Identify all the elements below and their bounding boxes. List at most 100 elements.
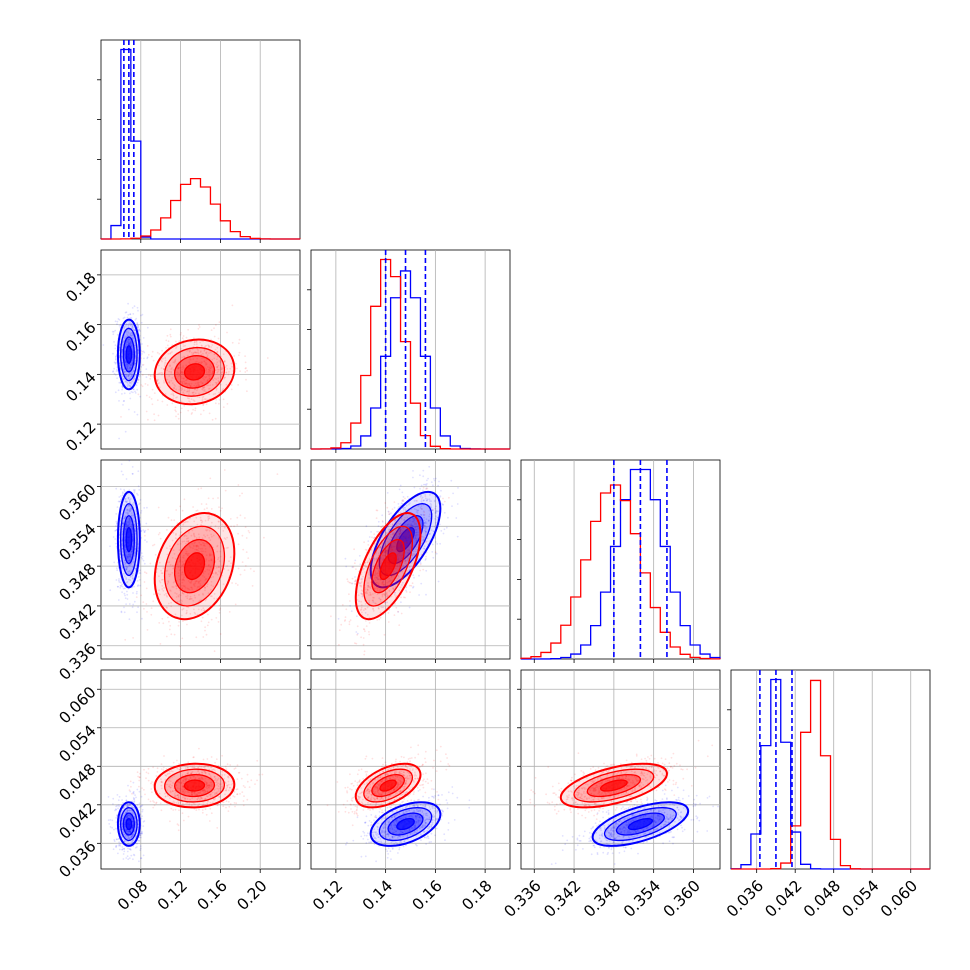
- scatter-point: [386, 591, 388, 594]
- histogram-step: [520, 468, 721, 660]
- scatter-point: [442, 503, 445, 506]
- scatter-point: [129, 559, 132, 562]
- scatter-point: [168, 628, 171, 631]
- scatter-point: [127, 842, 129, 845]
- scatter-point: [429, 502, 432, 505]
- scatter-point: [181, 600, 184, 602]
- scatter-point: [158, 532, 161, 534]
- scatter-point: [114, 809, 116, 812]
- scatter-point: [193, 533, 195, 536]
- scatter-point: [131, 380, 133, 383]
- scatter-point: [203, 350, 206, 352]
- scatter-point: [381, 582, 384, 584]
- scatter-point: [218, 520, 220, 523]
- scatter-point: [202, 409, 205, 412]
- scatter-point: [129, 498, 132, 500]
- scatter-point: [127, 325, 130, 327]
- scatter-point: [398, 560, 401, 563]
- scatter-point: [112, 536, 115, 538]
- scatter-point: [133, 585, 135, 588]
- scatter-point: [164, 361, 167, 364]
- scatter-point: [204, 578, 207, 580]
- scatter-point: [396, 544, 399, 547]
- scatter-point: [128, 813, 131, 816]
- scatter-point: [439, 542, 441, 545]
- scatter-point: [447, 516, 449, 519]
- scatter-point: [160, 371, 163, 374]
- scatter-point: [166, 344, 169, 347]
- scatter-point: [378, 607, 380, 610]
- scatter-point: [138, 806, 141, 808]
- scatter-point: [377, 570, 380, 572]
- scatter-point: [425, 487, 428, 490]
- scatter-point: [134, 360, 137, 362]
- scatter-point: [185, 535, 188, 537]
- scatter-point: [114, 344, 117, 347]
- scatter-point: [129, 510, 131, 512]
- scatter-point: [178, 569, 181, 572]
- scatter-point: [132, 791, 135, 793]
- scatter-point: [196, 348, 199, 350]
- scatter-point: [125, 381, 128, 384]
- scatter-point: [374, 571, 377, 574]
- scatter-point: [181, 571, 184, 573]
- scatter-point: [422, 510, 425, 513]
- scatter-point: [356, 625, 359, 628]
- scatter-point: [376, 578, 379, 581]
- scatter-point: [203, 398, 206, 400]
- scatter-point: [403, 519, 405, 521]
- scatter-point: [138, 860, 140, 863]
- scatter-point: [134, 530, 137, 533]
- scatter-point: [137, 606, 140, 609]
- scatter-point: [375, 566, 378, 569]
- scatter-point: [126, 331, 129, 334]
- scatter-point: [415, 550, 417, 553]
- scatter-point: [121, 364, 124, 367]
- scatter-point: [208, 412, 211, 415]
- scatter-point: [181, 382, 184, 384]
- scatter-point: [415, 531, 417, 534]
- scatter-point: [129, 385, 132, 388]
- scatter-point: [415, 539, 418, 542]
- scatter-point: [231, 341, 234, 344]
- scatter-point: [139, 370, 142, 373]
- scatter-point: [139, 849, 142, 851]
- scatter-point: [392, 587, 395, 590]
- scatter-point: [134, 362, 136, 365]
- scatter-point: [124, 528, 126, 531]
- scatter-point: [113, 840, 116, 843]
- scatter-point: [345, 608, 348, 611]
- scatter-point: [415, 538, 418, 540]
- scatter-point: [425, 534, 428, 537]
- scatter-point: [413, 526, 416, 529]
- scatter-point: [121, 343, 124, 346]
- scatter-point: [415, 523, 418, 525]
- scatter-point: [125, 311, 128, 314]
- scatter-point: [383, 633, 386, 636]
- scatter-point: [129, 507, 132, 510]
- scatter-point: [131, 351, 134, 354]
- scatter-point: [360, 582, 362, 584]
- scatter-point: [166, 334, 169, 337]
- scatter-point: [173, 387, 176, 390]
- scatter-point: [211, 358, 214, 361]
- scatter-point: [209, 553, 211, 555]
- scatter-point: [128, 338, 130, 341]
- scatter-point: [131, 371, 133, 374]
- scatter-point: [361, 611, 363, 614]
- y-tick-label: 0.348: [56, 560, 100, 604]
- scatter-point: [437, 510, 440, 513]
- scatter-point: [181, 380, 184, 383]
- scatter-point: [120, 812, 123, 814]
- scatter-point: [377, 575, 380, 578]
- scatter-point: [376, 567, 379, 569]
- scatter-point: [134, 837, 136, 840]
- scatter-point: [390, 546, 393, 549]
- scatter-point: [118, 324, 121, 327]
- scatter-point: [395, 606, 398, 609]
- scatter-point: [118, 805, 120, 808]
- scatter-point: [178, 589, 181, 592]
- scatter-point: [129, 324, 132, 326]
- scatter-point: [229, 556, 232, 558]
- scatter-point: [205, 503, 208, 505]
